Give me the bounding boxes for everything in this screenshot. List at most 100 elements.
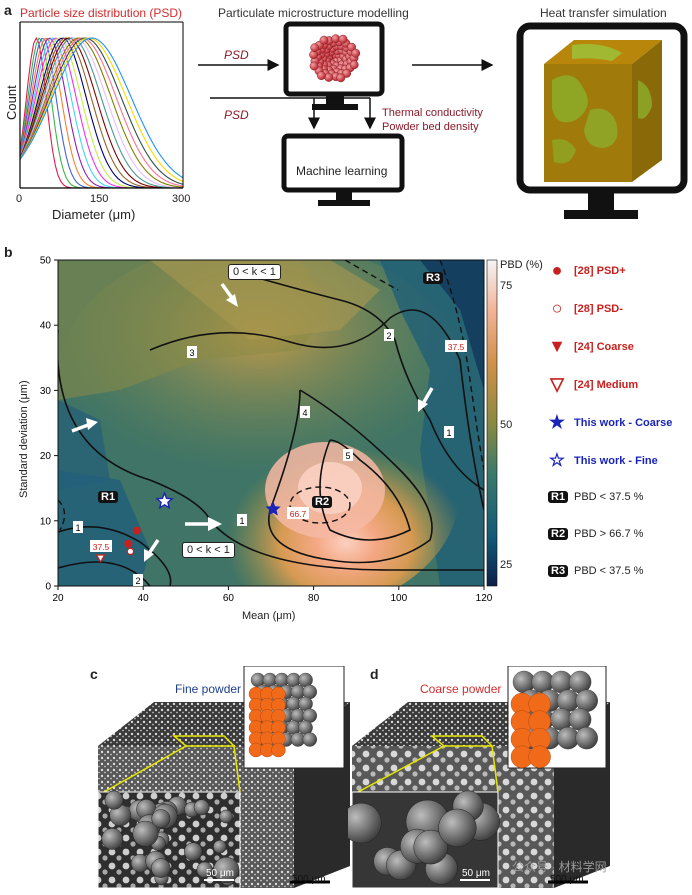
contour-label: 4 xyxy=(302,408,307,418)
density-label: Powder bed density xyxy=(382,121,479,133)
x-tick-label: 20 xyxy=(52,593,64,604)
legend-item: ○ [28] PSD- xyxy=(548,298,623,319)
contour-label-bg xyxy=(187,346,197,358)
contour-label: 1 xyxy=(446,428,451,438)
contour-label: 3 xyxy=(189,348,194,358)
point-medium xyxy=(95,554,106,564)
point-this-work-coarse xyxy=(265,501,281,516)
colorbar-tick-75: 75 xyxy=(500,280,513,292)
psd-arrow-label-bottom: PSD xyxy=(224,108,249,122)
legend-text: PBD < 37.5 % xyxy=(574,565,644,577)
panel-c-label: c xyxy=(90,666,98,682)
contour-label: 1 xyxy=(75,523,80,533)
psd-xtick-0: 0 xyxy=(16,193,23,205)
fine-scale-inset: 50 μm xyxy=(206,868,234,879)
psd-curve xyxy=(19,37,184,187)
contour-label: 2 xyxy=(135,576,140,586)
contour-label-bg xyxy=(444,426,454,438)
coarse-powder-title: Coarse powder xyxy=(420,682,502,696)
panel-a-flow xyxy=(198,21,494,206)
coarse-scale-inset: 50 μm xyxy=(462,868,490,879)
region-r2-plot: R2 xyxy=(312,496,333,508)
dashed-label: 37.5 xyxy=(448,342,465,352)
legend-text: [28] PSD- xyxy=(574,302,623,315)
dashed-label-bg xyxy=(287,507,309,519)
contour-label: 5 xyxy=(345,451,350,461)
legend-symbol-filled-circle: ● xyxy=(551,260,563,280)
dashed-label-bg xyxy=(445,340,467,352)
legend-symbol-open-triangle: ▽ xyxy=(550,374,564,394)
psd-curve xyxy=(19,37,184,179)
legend-item: R3 PBD < 37.5 % xyxy=(548,565,643,577)
k-label-bottom: 0 < k < 1 xyxy=(182,542,235,558)
x-tick-label: 100 xyxy=(390,593,407,604)
particle-cluster-image xyxy=(309,34,361,83)
psd-ylabel: Count xyxy=(4,85,19,120)
psd-title: Particle size distribution (PSD) xyxy=(20,6,183,20)
psd-curve xyxy=(19,37,183,189)
heat-monitor xyxy=(516,22,688,219)
dashed-label: 37.5 xyxy=(93,542,110,552)
y-tick-label: 10 xyxy=(40,516,52,527)
y-tick-label: 50 xyxy=(40,256,52,267)
watermark: 公众号 · 材料学网 xyxy=(512,860,607,874)
colorbar-title: PBD (%) xyxy=(500,259,543,271)
panel-d-label: d xyxy=(370,666,379,682)
legend-text: PBD < 37.5 % xyxy=(574,491,644,503)
psd-xtick-2: 300 xyxy=(172,193,191,205)
y-tick-label: 40 xyxy=(40,321,52,332)
contour-label-bg xyxy=(343,449,353,461)
thermal-label: Thermal conductivity xyxy=(382,107,483,119)
y-tick-label: 30 xyxy=(40,386,52,397)
panel-a-label: a xyxy=(4,2,12,18)
legend-text: [24] Coarse xyxy=(574,340,634,353)
legend-text: This work - Coarse xyxy=(574,416,673,429)
psd-curve xyxy=(19,37,184,188)
fine-powder-title: Fine powder xyxy=(175,682,242,696)
psd-xtick-1: 150 xyxy=(90,193,109,205)
contour-label-bg xyxy=(133,574,143,586)
modelling-title: Particulate microstructure modelling xyxy=(218,6,409,20)
ml-label: Machine learning xyxy=(296,164,388,178)
x-tick-label: 60 xyxy=(223,593,235,604)
point-psd-plus xyxy=(132,526,141,535)
legend-text: [28] PSD+ xyxy=(574,264,626,277)
psd-chart xyxy=(19,21,184,189)
psd-curves xyxy=(19,36,184,189)
legend-item: ● [28] PSD+ xyxy=(548,260,626,281)
fine-powder-figure xyxy=(97,666,350,889)
contour-label: 2 xyxy=(386,331,391,341)
legend-symbol-R2: R2 xyxy=(548,528,569,540)
legend-text: This work - Fine xyxy=(574,454,658,467)
psd-curve xyxy=(19,37,183,189)
y-tick-label: 20 xyxy=(40,451,52,462)
coarse-scale-main: 500 μm xyxy=(550,874,584,885)
legend-symbol-open-circle: ○ xyxy=(551,298,563,318)
contour-label: 1 xyxy=(239,516,244,526)
legend-item: R1 PBD < 37.5 % xyxy=(548,491,643,503)
region-r1-plot: R1 xyxy=(98,491,119,503)
legend-symbol-R3: R3 xyxy=(548,565,569,577)
legend-text: PBD > 66.7 % xyxy=(574,528,644,540)
legend-symbol-open-star: ☆ xyxy=(548,450,566,470)
legend-item: ▽ [24] Medium xyxy=(548,374,638,395)
contour-label-bg xyxy=(384,329,394,341)
fine-scale-main: 500 μm xyxy=(292,874,326,885)
heatmap-ylabel: Standard deviation (μm) xyxy=(18,380,30,498)
colorbar xyxy=(486,259,498,587)
region-r3-plot: R3 xyxy=(423,272,444,284)
psd-curve xyxy=(19,37,184,185)
psd-curve xyxy=(19,37,184,189)
colorbar-tick-25: 25 xyxy=(500,559,513,571)
legend-item: ★ This work - Coarse xyxy=(548,412,673,433)
psd-curve xyxy=(19,37,184,183)
legend-text: [24] Medium xyxy=(574,378,639,391)
legend-item: R2 PBD > 66.7 % xyxy=(548,528,643,540)
legend-symbol-R1: R1 xyxy=(548,491,569,503)
point-this-work-fine xyxy=(155,491,174,510)
psd-arrow-label-top: PSD xyxy=(224,48,249,62)
point-psd-plus xyxy=(124,539,133,548)
x-tick-label: 120 xyxy=(476,593,493,604)
contour-label-bg xyxy=(73,521,83,533)
coarse-powder-figure xyxy=(348,666,610,889)
